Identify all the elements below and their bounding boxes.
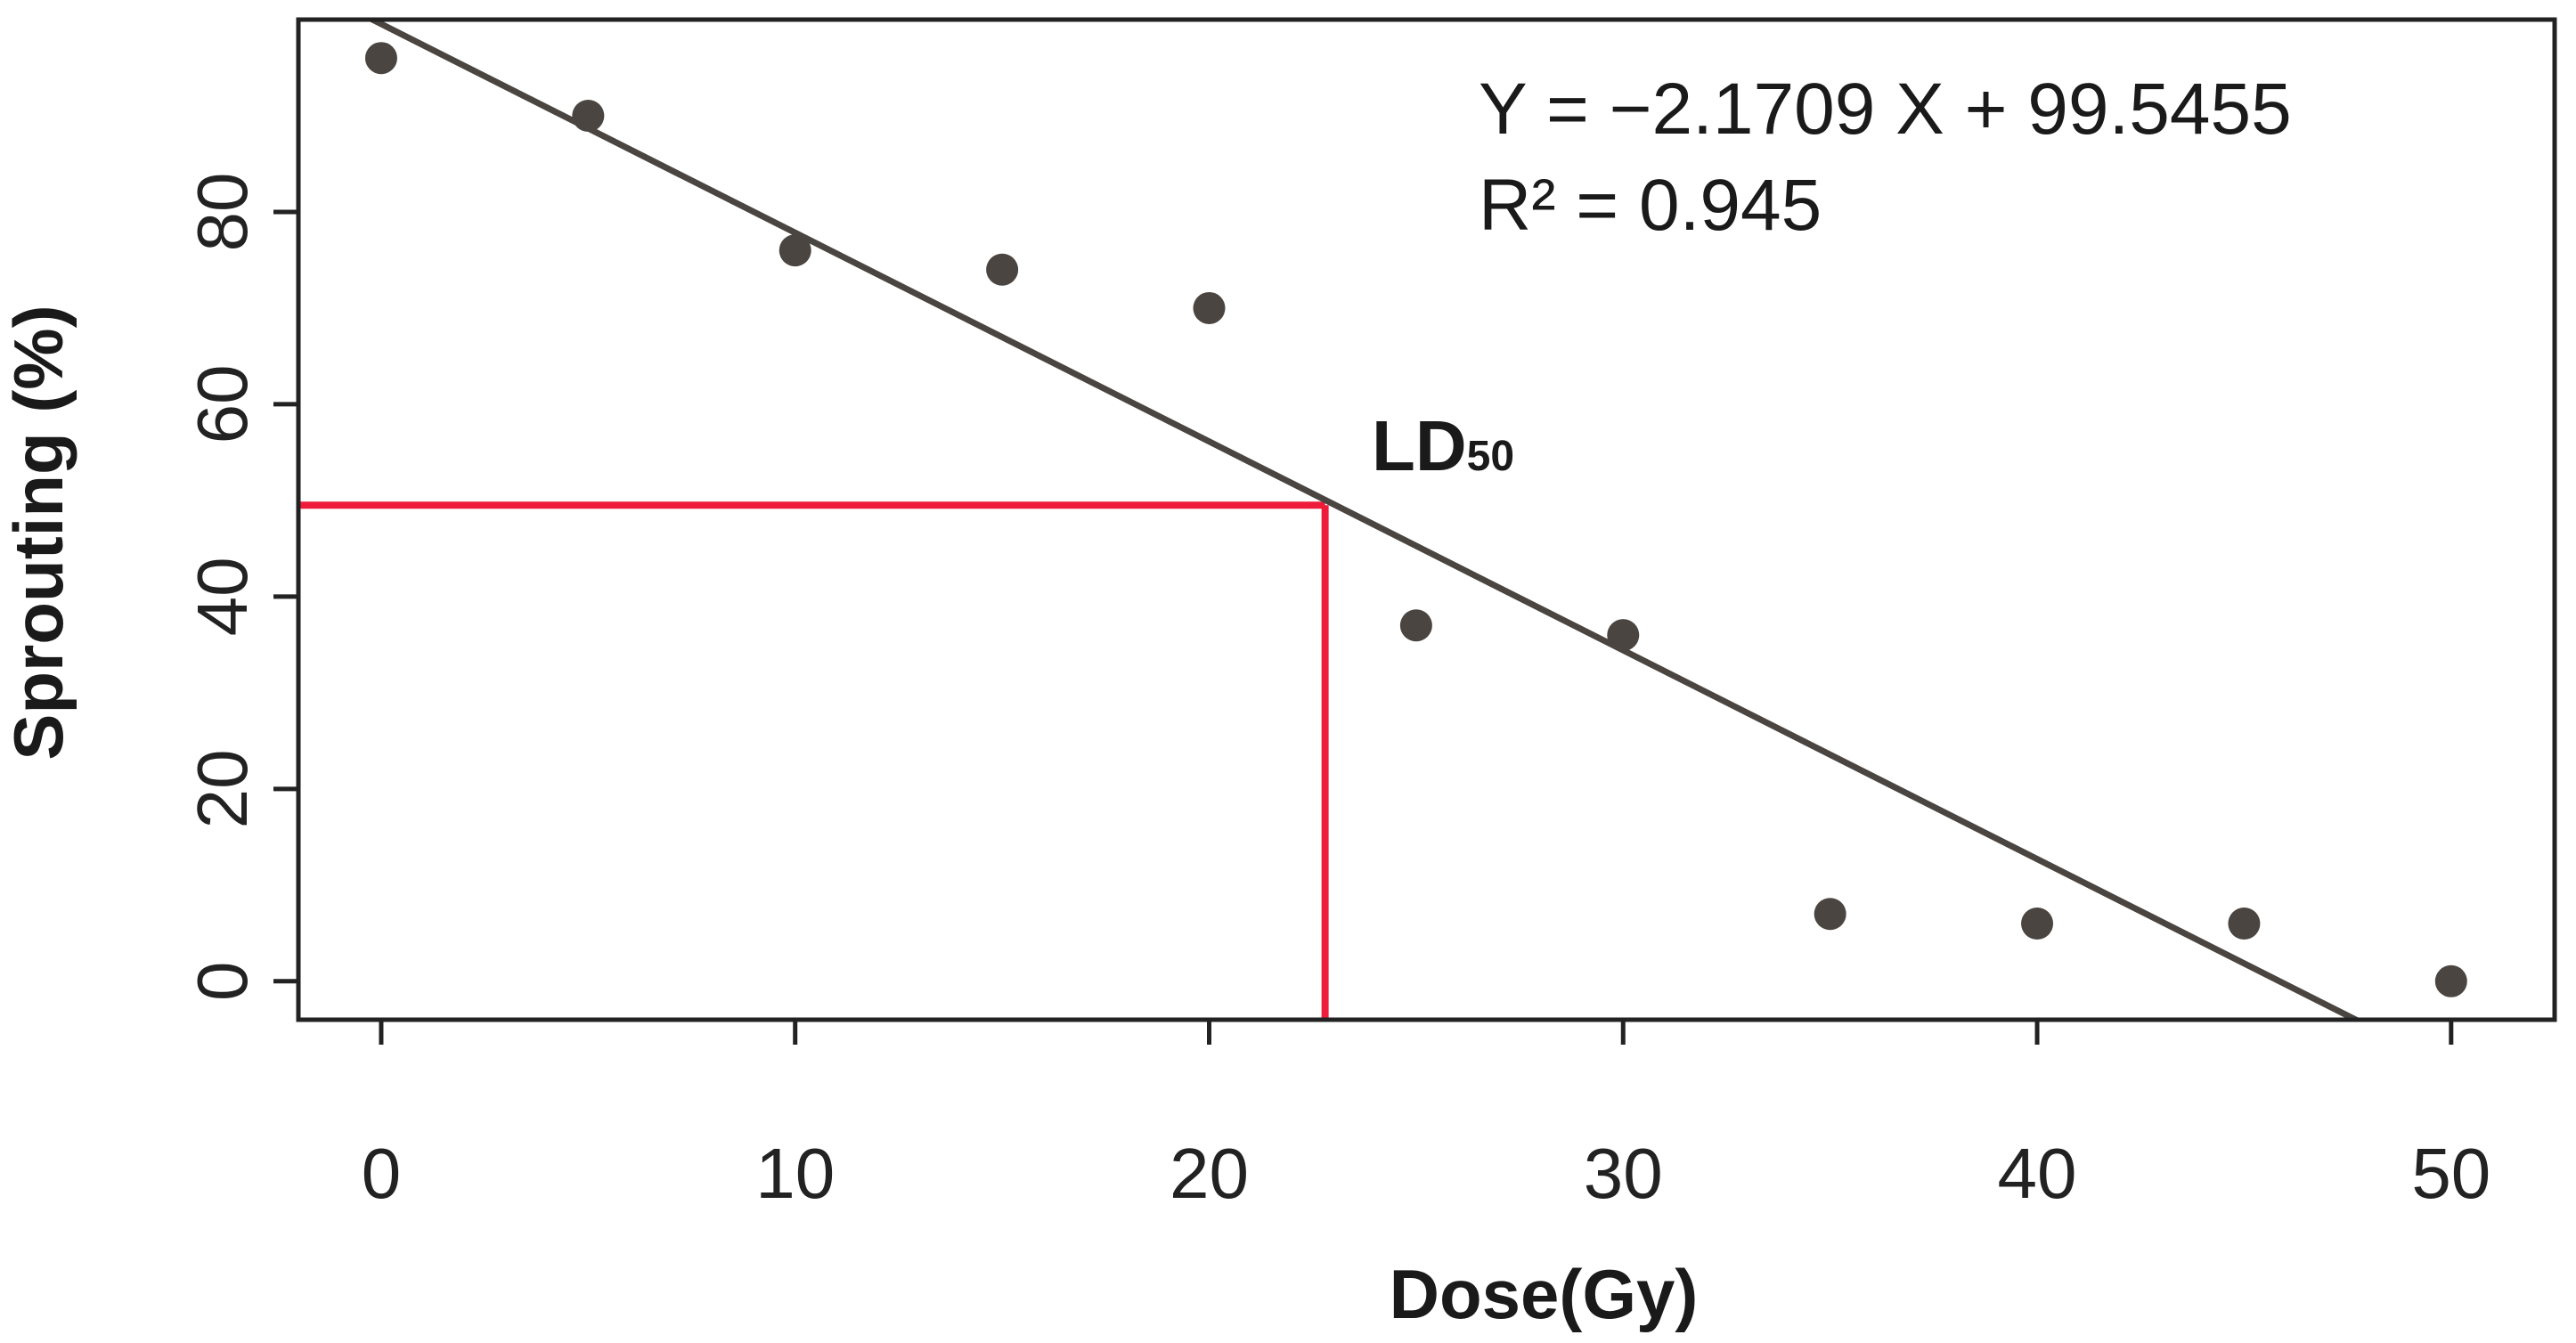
x-tick-label: 0 — [362, 1134, 402, 1213]
text-layer: Dose(Gy) Sprouting (%) Y = −2.1709 X + 9… — [0, 69, 2292, 1333]
x-tick-label: 40 — [1998, 1134, 2077, 1213]
data-point — [1399, 609, 1432, 642]
y-tick-label: 20 — [183, 749, 262, 828]
data-point — [1193, 291, 1226, 324]
axis-layer: 0 10 20 30 40 50 0 20 40 60 80 — [183, 17, 2557, 1213]
x-axis-title: Dose(Gy) — [1390, 1255, 1699, 1333]
x-tick-label: 10 — [755, 1134, 835, 1213]
y-tick-label: 40 — [183, 557, 262, 636]
y-tick-label: 0 — [183, 962, 262, 1002]
x-tick-label: 20 — [1170, 1134, 1249, 1213]
data-point — [779, 234, 811, 267]
y-tick-label: 80 — [183, 172, 262, 251]
ld50-label-main: LD — [1372, 406, 1467, 485]
y-tick-label: 60 — [183, 364, 262, 444]
data-point — [2228, 908, 2261, 940]
plot-frame — [296, 17, 2557, 1022]
data-point — [2021, 908, 2054, 940]
ld50-label: LD50 — [1372, 406, 1514, 485]
regression-equation: Y = −2.1709 X + 99.5455 — [1479, 69, 2292, 150]
data-point — [1607, 619, 1640, 652]
data-point — [986, 253, 1019, 286]
x-tick-label: 50 — [2411, 1134, 2490, 1213]
plot-layer — [298, 20, 2467, 1020]
data-point — [572, 99, 605, 132]
y-axis-title: Sprouting (%) — [0, 305, 77, 760]
r-squared-label: R² = 0.945 — [1479, 165, 1822, 246]
data-point — [2434, 965, 2467, 997]
ld50-label-subscript: 50 — [1467, 433, 1514, 480]
data-point — [1814, 898, 1846, 931]
x-tick-label: 30 — [1584, 1134, 1663, 1213]
regression-line — [365, 20, 2363, 1020]
data-point — [364, 42, 397, 75]
